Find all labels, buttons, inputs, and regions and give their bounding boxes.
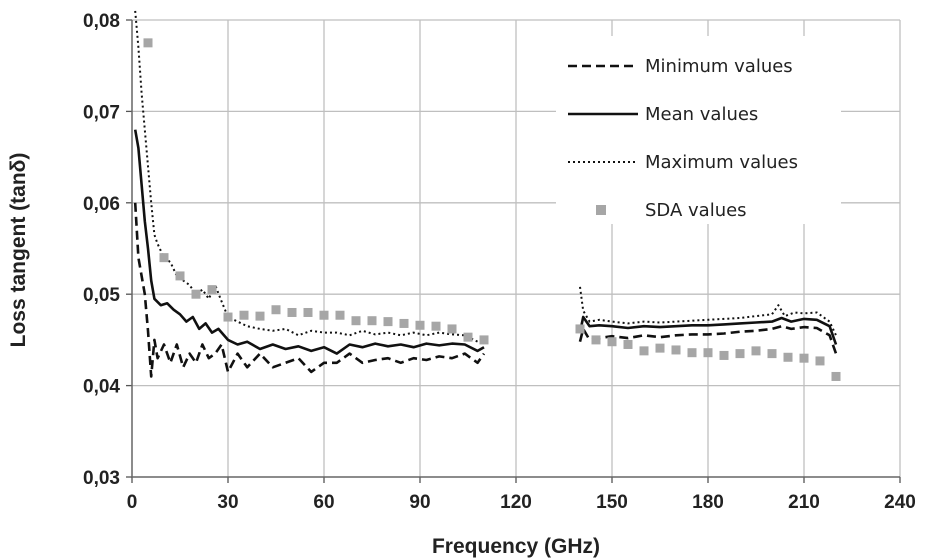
y-axis-title: Loss tangent (tanδ): [7, 153, 30, 348]
x-tick-label: 30: [217, 492, 238, 513]
sda-values-point: [143, 38, 153, 48]
y-tick-label: 0,05: [83, 285, 120, 306]
sda-values-point: [351, 316, 361, 326]
y-tick-label: 0,08: [83, 11, 120, 32]
y-tick-label: 0,06: [83, 194, 120, 215]
x-tick-label: 240: [884, 492, 916, 513]
legend-swatch-sda-values: [596, 205, 606, 215]
sda-values-point: [223, 312, 233, 322]
tick-labels: 0 30 60 90 120 150 180 210 240 0,03 0,04 0,05 0,06 0,…: [83, 11, 916, 513]
sda-values-point: [639, 346, 649, 356]
sda-values-point: [703, 348, 713, 358]
mean-values-line: [133, 129, 485, 355]
series-layer: [133, 10, 841, 381]
y-tick-label: 0,03: [83, 468, 120, 489]
sda-values-point: [463, 332, 473, 342]
sda-values-point: [751, 346, 761, 356]
sda-values-point: [479, 335, 489, 345]
sda-values-point: [735, 349, 745, 359]
mean-values-line: [578, 315, 838, 345]
legend-label-maximum-values: Maximum values: [645, 152, 798, 173]
sda-values-point: [271, 305, 281, 315]
x-tick-label: 0: [127, 492, 138, 513]
sda-values-point: [607, 337, 617, 347]
sda-values-point: [719, 350, 729, 360]
sda-values-point: [159, 253, 169, 263]
sda-values-point: [415, 320, 425, 330]
legend-label-minimum-values: Minimum values: [645, 56, 793, 77]
sda-values-point: [799, 353, 809, 363]
sda-values-point: [623, 339, 633, 349]
sda-values-point: [399, 318, 409, 328]
x-tick-label: 150: [596, 492, 628, 513]
sda-values-point: [191, 289, 201, 299]
legend-label-sda-values: SDA values: [645, 200, 747, 221]
sda-values-point: [687, 348, 697, 358]
sda-values-point: [783, 352, 793, 362]
axes: [126, 19, 901, 483]
sda-values-point: [655, 343, 665, 353]
x-tick-label: 60: [313, 492, 334, 513]
sda-values-point: [383, 317, 393, 327]
legend-label-mean-values: Mean values: [645, 104, 758, 125]
y-tick-label: 0,07: [83, 102, 120, 123]
x-tick-label: 120: [500, 492, 532, 513]
x-tick-label: 180: [692, 492, 724, 513]
x-tick-label: 90: [409, 492, 430, 513]
sda-values-point: [431, 321, 441, 331]
sda-values-point: [303, 307, 313, 317]
sda-values-point: [255, 311, 265, 321]
y-tick-label: 0,04: [83, 377, 120, 398]
sda-values-point: [207, 285, 217, 295]
sda-values-point: [319, 310, 329, 320]
sda-values-point: [671, 345, 681, 355]
sda-values-point: [831, 371, 841, 381]
sda-values-point: [335, 310, 345, 320]
sda-values-point: [367, 316, 377, 326]
legend: Minimum values Mean values Maximum values S…: [568, 56, 798, 221]
sda-values-point: [239, 310, 249, 320]
minimum-values-line: [578, 324, 838, 355]
sda-values-point: [815, 356, 825, 366]
x-axis-title: Frequency (GHz): [432, 535, 600, 558]
legend-background: [556, 36, 841, 224]
sda-values-point: [447, 324, 457, 334]
sda-values-point: [767, 349, 777, 359]
x-tick-label: 210: [788, 492, 820, 513]
sda-values-point: [287, 307, 297, 317]
sda-values-point: [591, 335, 601, 345]
sda-values-point: [575, 324, 585, 334]
sda-values-point: [175, 271, 185, 281]
